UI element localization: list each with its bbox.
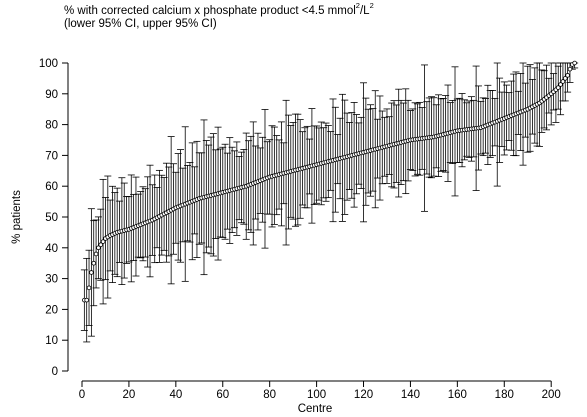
x-tick-label: 160: [448, 389, 467, 401]
y-axis-label: % patients: [11, 190, 23, 244]
data-point: [572, 60, 577, 66]
chart-title-text: % with corrected calcium x phosphate pro…: [64, 5, 356, 17]
data-point: [558, 82, 563, 87]
y-tick-label: 70: [45, 150, 58, 162]
data-point: [555, 85, 561, 90]
data-point: [100, 239, 106, 244]
chart-title-sup-2: 2: [369, 1, 374, 11]
chart-title: % with corrected calcium x phosphate pro…: [64, 2, 374, 18]
x-tick-label: 60: [216, 389, 229, 401]
y-tick-label: 10: [45, 335, 58, 347]
data-point: [562, 76, 568, 81]
x-tick-label: 0: [79, 389, 85, 401]
y-tick-label: 90: [45, 89, 58, 101]
x-axis-label: Centre: [298, 403, 333, 415]
x-tick-label: 180: [495, 389, 514, 401]
chart-title-sup-1: 2: [355, 1, 360, 11]
y-tick-label: 50: [45, 212, 58, 224]
data-point: [93, 251, 99, 257]
error-bars: [80, 62, 579, 343]
axes: 0 10 20 30 40 50 60 70 80 90 100 0 20 40 60 80 100 120 140…: [39, 58, 561, 401]
chart-subtitle: (lower 95% CI, upper 95% CI): [64, 18, 217, 30]
data-point: [86, 285, 92, 291]
y-tick-label: 20: [45, 304, 58, 316]
x-tick-label: 200: [542, 389, 561, 401]
chart-title-block: % with corrected calcium x phosphate pro…: [64, 2, 374, 31]
data-point: [560, 79, 566, 84]
y-tick-label: 40: [45, 243, 58, 255]
y-tick-label: 80: [45, 120, 58, 132]
data-point: [96, 245, 101, 251]
y-tick-label: 30: [45, 274, 58, 286]
x-tick-label: 80: [263, 389, 276, 401]
x-tick-label: 20: [123, 389, 136, 401]
data-point: [567, 66, 573, 72]
x-tick-label: 120: [354, 389, 373, 401]
x-tick-label: 140: [401, 389, 420, 401]
data-point: [89, 270, 94, 275]
x-tick-label: 100: [307, 389, 326, 401]
y-tick-label: 60: [45, 181, 58, 193]
data-point: [91, 260, 97, 266]
y-tick-label: 0: [52, 366, 58, 378]
data-point: [84, 297, 89, 303]
data-point: [565, 73, 570, 78]
y-tick-label: 100: [39, 58, 58, 70]
data-points: [82, 60, 577, 303]
x-tick-label: 40: [169, 389, 182, 401]
chart-title-unit: /L: [359, 5, 370, 17]
data-point: [98, 242, 104, 248]
